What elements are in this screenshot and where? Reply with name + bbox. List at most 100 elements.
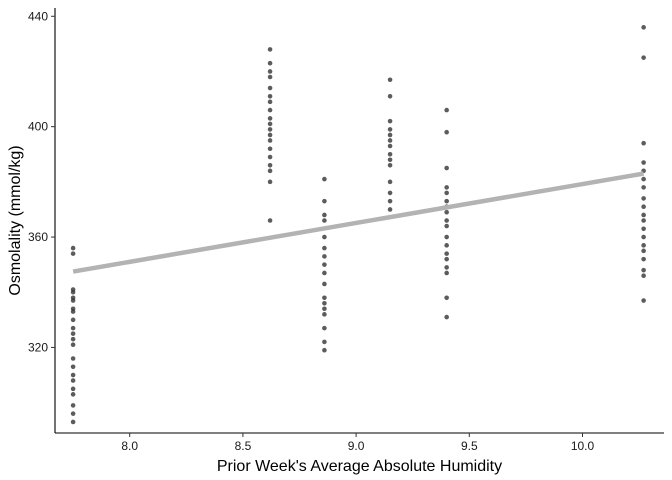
data-point — [267, 47, 273, 52]
data-point — [387, 77, 393, 83]
data-point — [322, 198, 327, 204]
data-point — [444, 218, 449, 223]
data-point — [267, 69, 273, 74]
data-point — [387, 151, 393, 157]
data-point — [267, 60, 273, 66]
data-point — [322, 281, 327, 287]
data-point — [70, 251, 76, 256]
data-point — [70, 289, 76, 295]
data-point — [387, 198, 393, 204]
data-point — [70, 372, 76, 378]
data-point — [267, 94, 273, 99]
x-tick-label: 10.0 — [571, 439, 595, 453]
data-point — [70, 298, 76, 303]
data-point — [322, 347, 327, 353]
data-point — [267, 179, 273, 185]
data-point — [641, 256, 646, 262]
data-point — [641, 218, 646, 223]
data-point — [641, 160, 646, 165]
y-tick-label: 360 — [28, 230, 48, 244]
data-point — [70, 364, 76, 370]
data-point — [70, 392, 76, 397]
x-axis-title: Prior Week's Average Absolute Humidity — [217, 458, 502, 475]
data-point — [322, 245, 327, 251]
data-point — [267, 85, 273, 91]
data-point — [70, 419, 76, 425]
x-tick-label: 8.5 — [235, 439, 252, 453]
data-point — [444, 256, 449, 262]
data-point — [267, 74, 273, 80]
data-point — [387, 179, 393, 185]
data-point — [641, 226, 646, 232]
data-point — [641, 234, 646, 240]
y-tick-label: 320 — [28, 340, 48, 354]
data-point — [641, 273, 646, 278]
points-layer — [70, 25, 646, 425]
data-point — [444, 190, 449, 196]
data-point — [70, 309, 76, 314]
data-point — [444, 251, 449, 256]
data-point — [444, 129, 449, 135]
data-point — [70, 317, 76, 323]
data-point — [70, 411, 76, 416]
data-point — [322, 300, 327, 306]
data-point — [641, 55, 646, 60]
data-point — [641, 212, 646, 218]
data-point — [387, 207, 393, 212]
y-tick-label: 440 — [28, 9, 48, 23]
data-point — [387, 132, 393, 138]
data-point — [267, 132, 273, 138]
data-point — [641, 204, 646, 209]
data-point — [267, 138, 273, 143]
data-point — [444, 223, 449, 229]
data-point — [267, 99, 273, 105]
data-point — [267, 218, 273, 223]
data-point — [641, 25, 646, 30]
data-point — [70, 356, 76, 361]
data-point — [444, 185, 449, 190]
data-point — [641, 243, 646, 248]
data-point — [641, 267, 646, 273]
data-point — [267, 154, 273, 160]
data-point — [641, 196, 646, 201]
data-point — [70, 336, 76, 342]
data-point — [444, 209, 449, 215]
data-point — [322, 295, 327, 301]
data-point — [322, 339, 327, 345]
data-point — [322, 218, 327, 223]
data-point — [387, 163, 393, 168]
data-point — [387, 143, 393, 149]
y-axis-title: Osmolality (mmol/kg) — [7, 145, 24, 295]
data-point — [444, 165, 449, 171]
data-point — [70, 378, 76, 383]
data-point — [444, 295, 449, 301]
data-point — [444, 243, 449, 248]
data-point — [70, 342, 76, 347]
x-tick-label: 9.5 — [461, 439, 478, 453]
data-point — [267, 168, 273, 174]
data-point — [387, 190, 393, 196]
data-point — [267, 146, 273, 152]
data-point — [322, 262, 327, 267]
data-point — [387, 157, 393, 163]
data-point — [322, 312, 327, 317]
data-point — [641, 140, 646, 146]
data-point — [267, 163, 273, 168]
data-point — [322, 270, 327, 276]
y-axis-ticks: 320 360 400 440 — [28, 9, 55, 354]
data-point — [70, 325, 76, 331]
data-point — [387, 127, 393, 132]
y-tick-label: 400 — [28, 120, 48, 134]
data-point — [70, 403, 76, 408]
data-point — [267, 107, 273, 113]
data-point — [387, 138, 393, 143]
data-point — [70, 331, 76, 336]
data-point — [322, 212, 327, 218]
data-point — [267, 127, 273, 132]
data-point — [444, 198, 449, 204]
data-point — [641, 176, 646, 182]
data-point — [444, 107, 449, 113]
data-point — [387, 118, 393, 124]
data-point — [444, 265, 449, 270]
